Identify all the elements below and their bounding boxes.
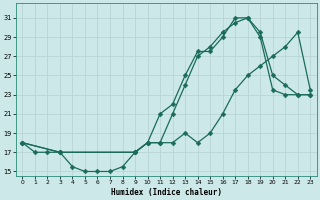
X-axis label: Humidex (Indice chaleur): Humidex (Indice chaleur) (111, 188, 222, 197)
